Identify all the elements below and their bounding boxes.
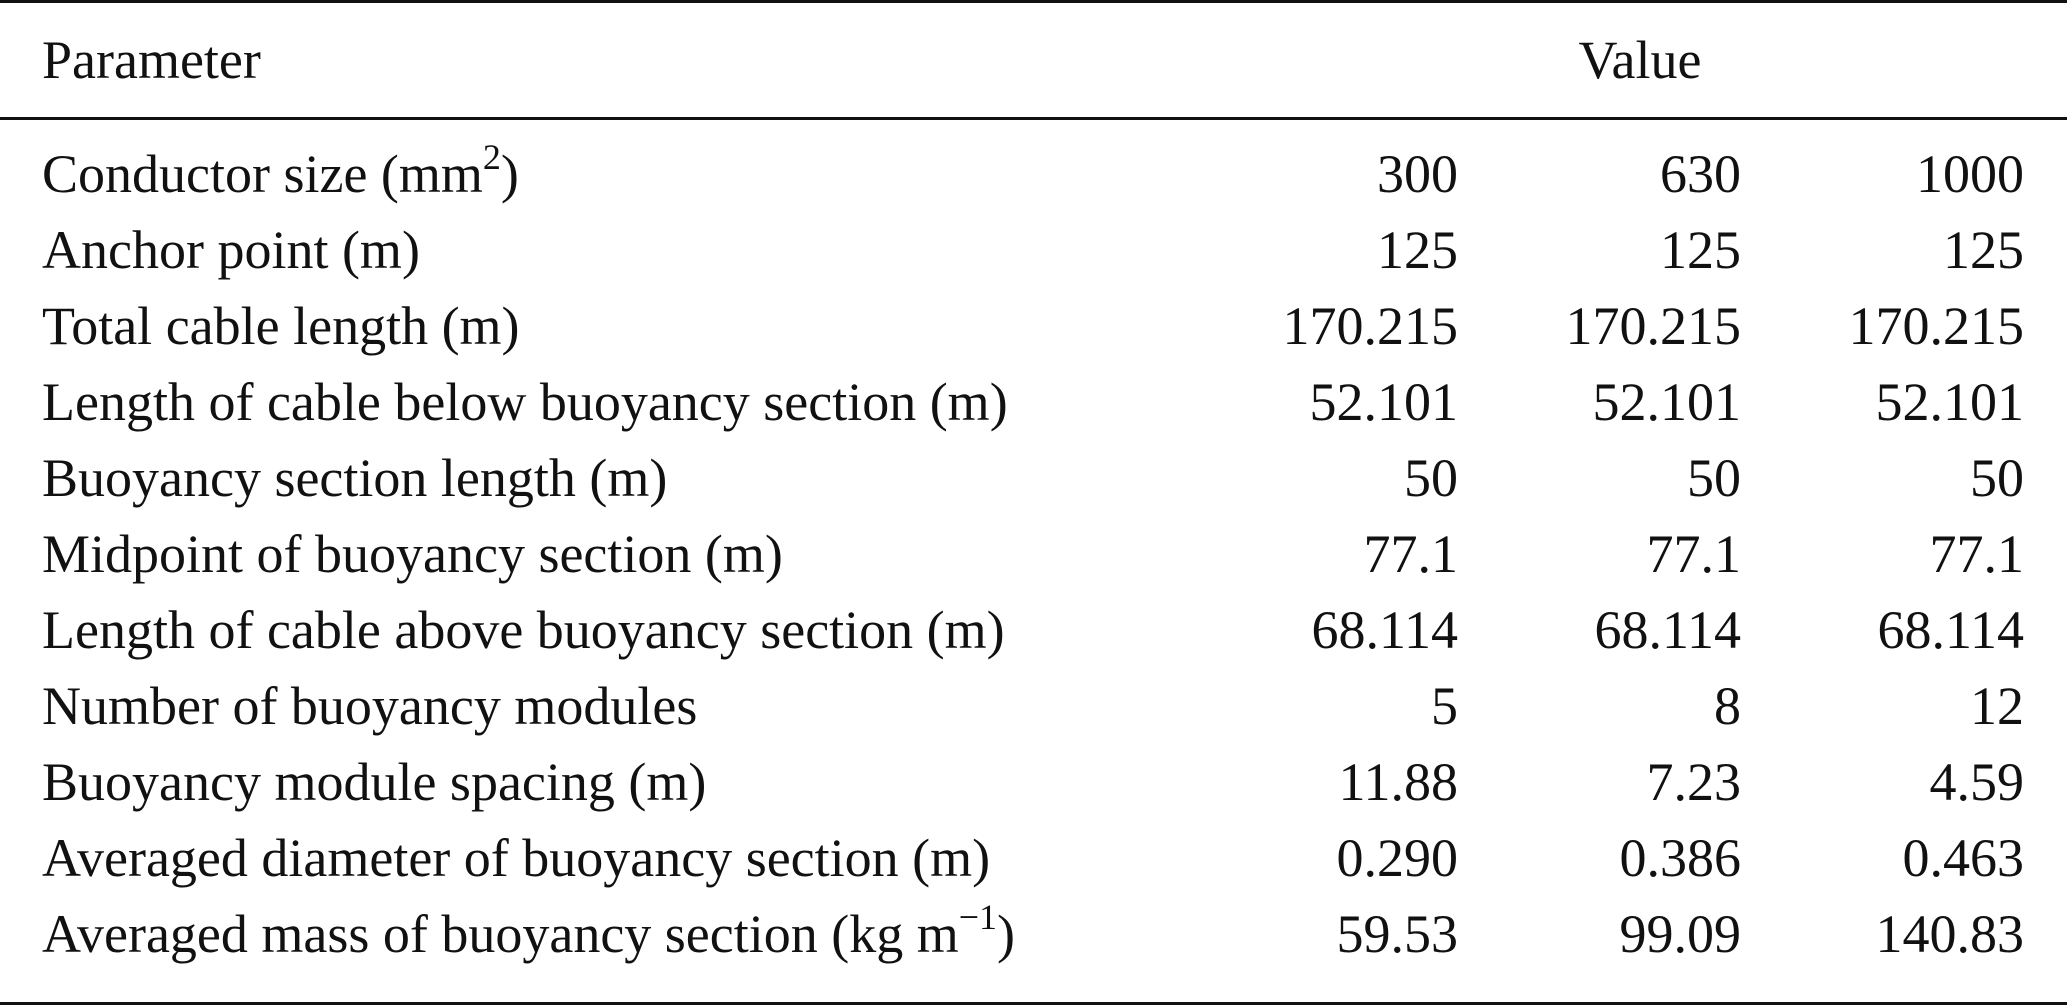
row-value: 5 [1431, 676, 1458, 736]
row-value: 7.23 [1646, 752, 1742, 812]
row-label: Buoyancy section length (m) [42, 448, 668, 508]
table-row: Anchor point (m) 125 125 125 [0, 212, 2067, 288]
row-value: 125 [1943, 220, 2024, 280]
row-value: 300 [1377, 144, 1458, 204]
row-value: 125 [1377, 220, 1458, 280]
row-value: 68.114 [1877, 600, 2025, 660]
row-value: 170.215 [1565, 296, 1742, 356]
row-value: 12 [1970, 676, 2024, 736]
row-value: 4.59 [1929, 752, 2025, 812]
row-value: 8 [1714, 676, 1741, 736]
row-value: 1000 [1916, 144, 2024, 204]
table-row: Conductor size (mm2) 300 630 1000 [0, 136, 2067, 212]
table-row: Length of cable above buoyancy section (… [0, 592, 2067, 668]
row-value: 0.290 [1336, 828, 1459, 888]
row-label: Conductor size (mm2) [42, 137, 519, 204]
row-value: 50 [1687, 448, 1741, 508]
row-value: 170.215 [1848, 296, 2025, 356]
row-value: 52.101 [1875, 372, 2025, 432]
table-header-rule [0, 117, 2067, 120]
row-value: 77.1 [1646, 524, 1742, 584]
row-value: 68.114 [1594, 600, 1742, 660]
table-row: Averaged diameter of buoyancy section (m… [0, 820, 2067, 896]
row-label: Averaged mass of buoyancy section (kg m−… [42, 897, 1016, 964]
table-body: Conductor size (mm2) 300 630 1000 Anchor… [0, 136, 2067, 972]
row-value: 125 [1660, 220, 1741, 280]
row-label: Averaged diameter of buoyancy section (m… [42, 828, 991, 888]
table-row: Total cable length (m) 170.215 170.215 1… [0, 288, 2067, 364]
table-row: Midpoint of buoyancy section (m) 77.1 77… [0, 516, 2067, 592]
row-value: 52.101 [1592, 372, 1742, 432]
row-value: 59.53 [1336, 904, 1459, 964]
row-label: Buoyancy module spacing (m) [42, 752, 707, 812]
row-value: 50 [1970, 448, 2024, 508]
row-value: 77.1 [1363, 524, 1459, 584]
row-label: Number of buoyancy modules [42, 676, 698, 736]
row-value: 52.101 [1309, 372, 1459, 432]
table-row: Length of cable below buoyancy section (… [0, 364, 2067, 440]
header-parameter: Parameter [42, 30, 261, 90]
row-value: 0.463 [1902, 828, 2025, 888]
table-row: Buoyancy module spacing (m) 11.88 7.23 4… [0, 744, 2067, 820]
row-value: 11.88 [1338, 752, 1459, 812]
table-row: Number of buoyancy modules 5 8 12 [0, 668, 2067, 744]
row-value: 630 [1660, 144, 1741, 204]
table-row: Buoyancy section length (m) 50 50 50 [0, 440, 2067, 516]
table-bottom-rule [0, 1002, 2067, 1005]
row-value: 99.09 [1619, 904, 1742, 964]
row-value: 77.1 [1929, 524, 2025, 584]
row-label: Anchor point (m) [42, 220, 420, 280]
row-value: 0.386 [1619, 828, 1742, 888]
row-label: Midpoint of buoyancy section (m) [42, 524, 783, 584]
row-value: 68.114 [1311, 600, 1459, 660]
row-value: 140.83 [1875, 904, 2025, 964]
table-header: Parameter Value [0, 20, 2067, 100]
row-label: Length of cable below buoyancy section (… [42, 372, 1008, 432]
row-value: 170.215 [1282, 296, 1459, 356]
row-value: 50 [1404, 448, 1458, 508]
table-top-rule [0, 0, 2067, 3]
header-value: Value [1578, 30, 1702, 90]
row-label: Total cable length (m) [42, 296, 520, 356]
row-label: Length of cable above buoyancy section (… [42, 600, 1005, 660]
table-row: Averaged mass of buoyancy section (kg m−… [0, 896, 2067, 972]
